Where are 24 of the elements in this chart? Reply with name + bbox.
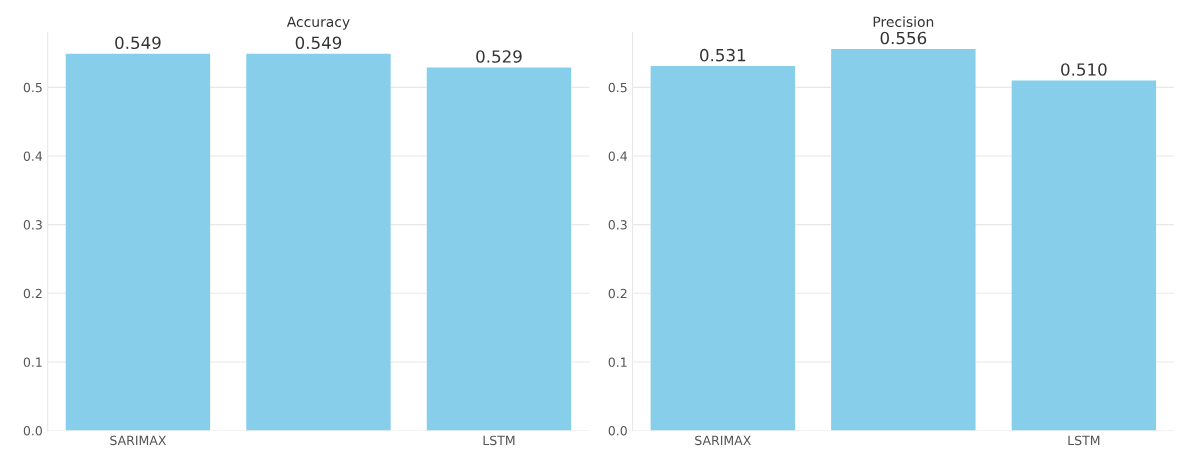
data-label: 0.531 — [700, 48, 746, 62]
y-tick-label: 0.1 — [23, 357, 42, 367]
y-tick-label: 0.5 — [608, 82, 627, 93]
data-label: 0.549 — [295, 36, 342, 50]
chart-title: Precision — [873, 16, 934, 28]
data-label: 0.529 — [476, 50, 522, 63]
x-tick-label: LSTM — [1068, 435, 1100, 446]
x-tick-label: SARIMAX — [695, 435, 751, 446]
data-label: 0.510 — [1061, 63, 1107, 76]
data-label: 0.549 — [115, 36, 161, 50]
y-tick-label: 0.3 — [608, 220, 627, 230]
x-tick-label: SARIMAX — [110, 435, 167, 446]
y-tick-label: 0.2 — [23, 288, 42, 299]
y-tick-label: 0.0 — [608, 426, 627, 436]
data-label: 0.556 — [880, 31, 927, 45]
x-tick-label: LSTM — [483, 435, 515, 446]
y-tick-label: 0.0 — [23, 426, 42, 436]
y-tick-label: 0.1 — [608, 357, 627, 367]
y-tick-label: 0.4 — [23, 151, 43, 161]
y-tick-label: 0.3 — [23, 220, 42, 230]
chart-title: Accuracy — [286, 16, 350, 30]
y-tick-label: 0.4 — [608, 151, 627, 161]
y-tick-label: 0.2 — [608, 288, 627, 299]
y-tick-label: 0.5 — [23, 82, 42, 93]
